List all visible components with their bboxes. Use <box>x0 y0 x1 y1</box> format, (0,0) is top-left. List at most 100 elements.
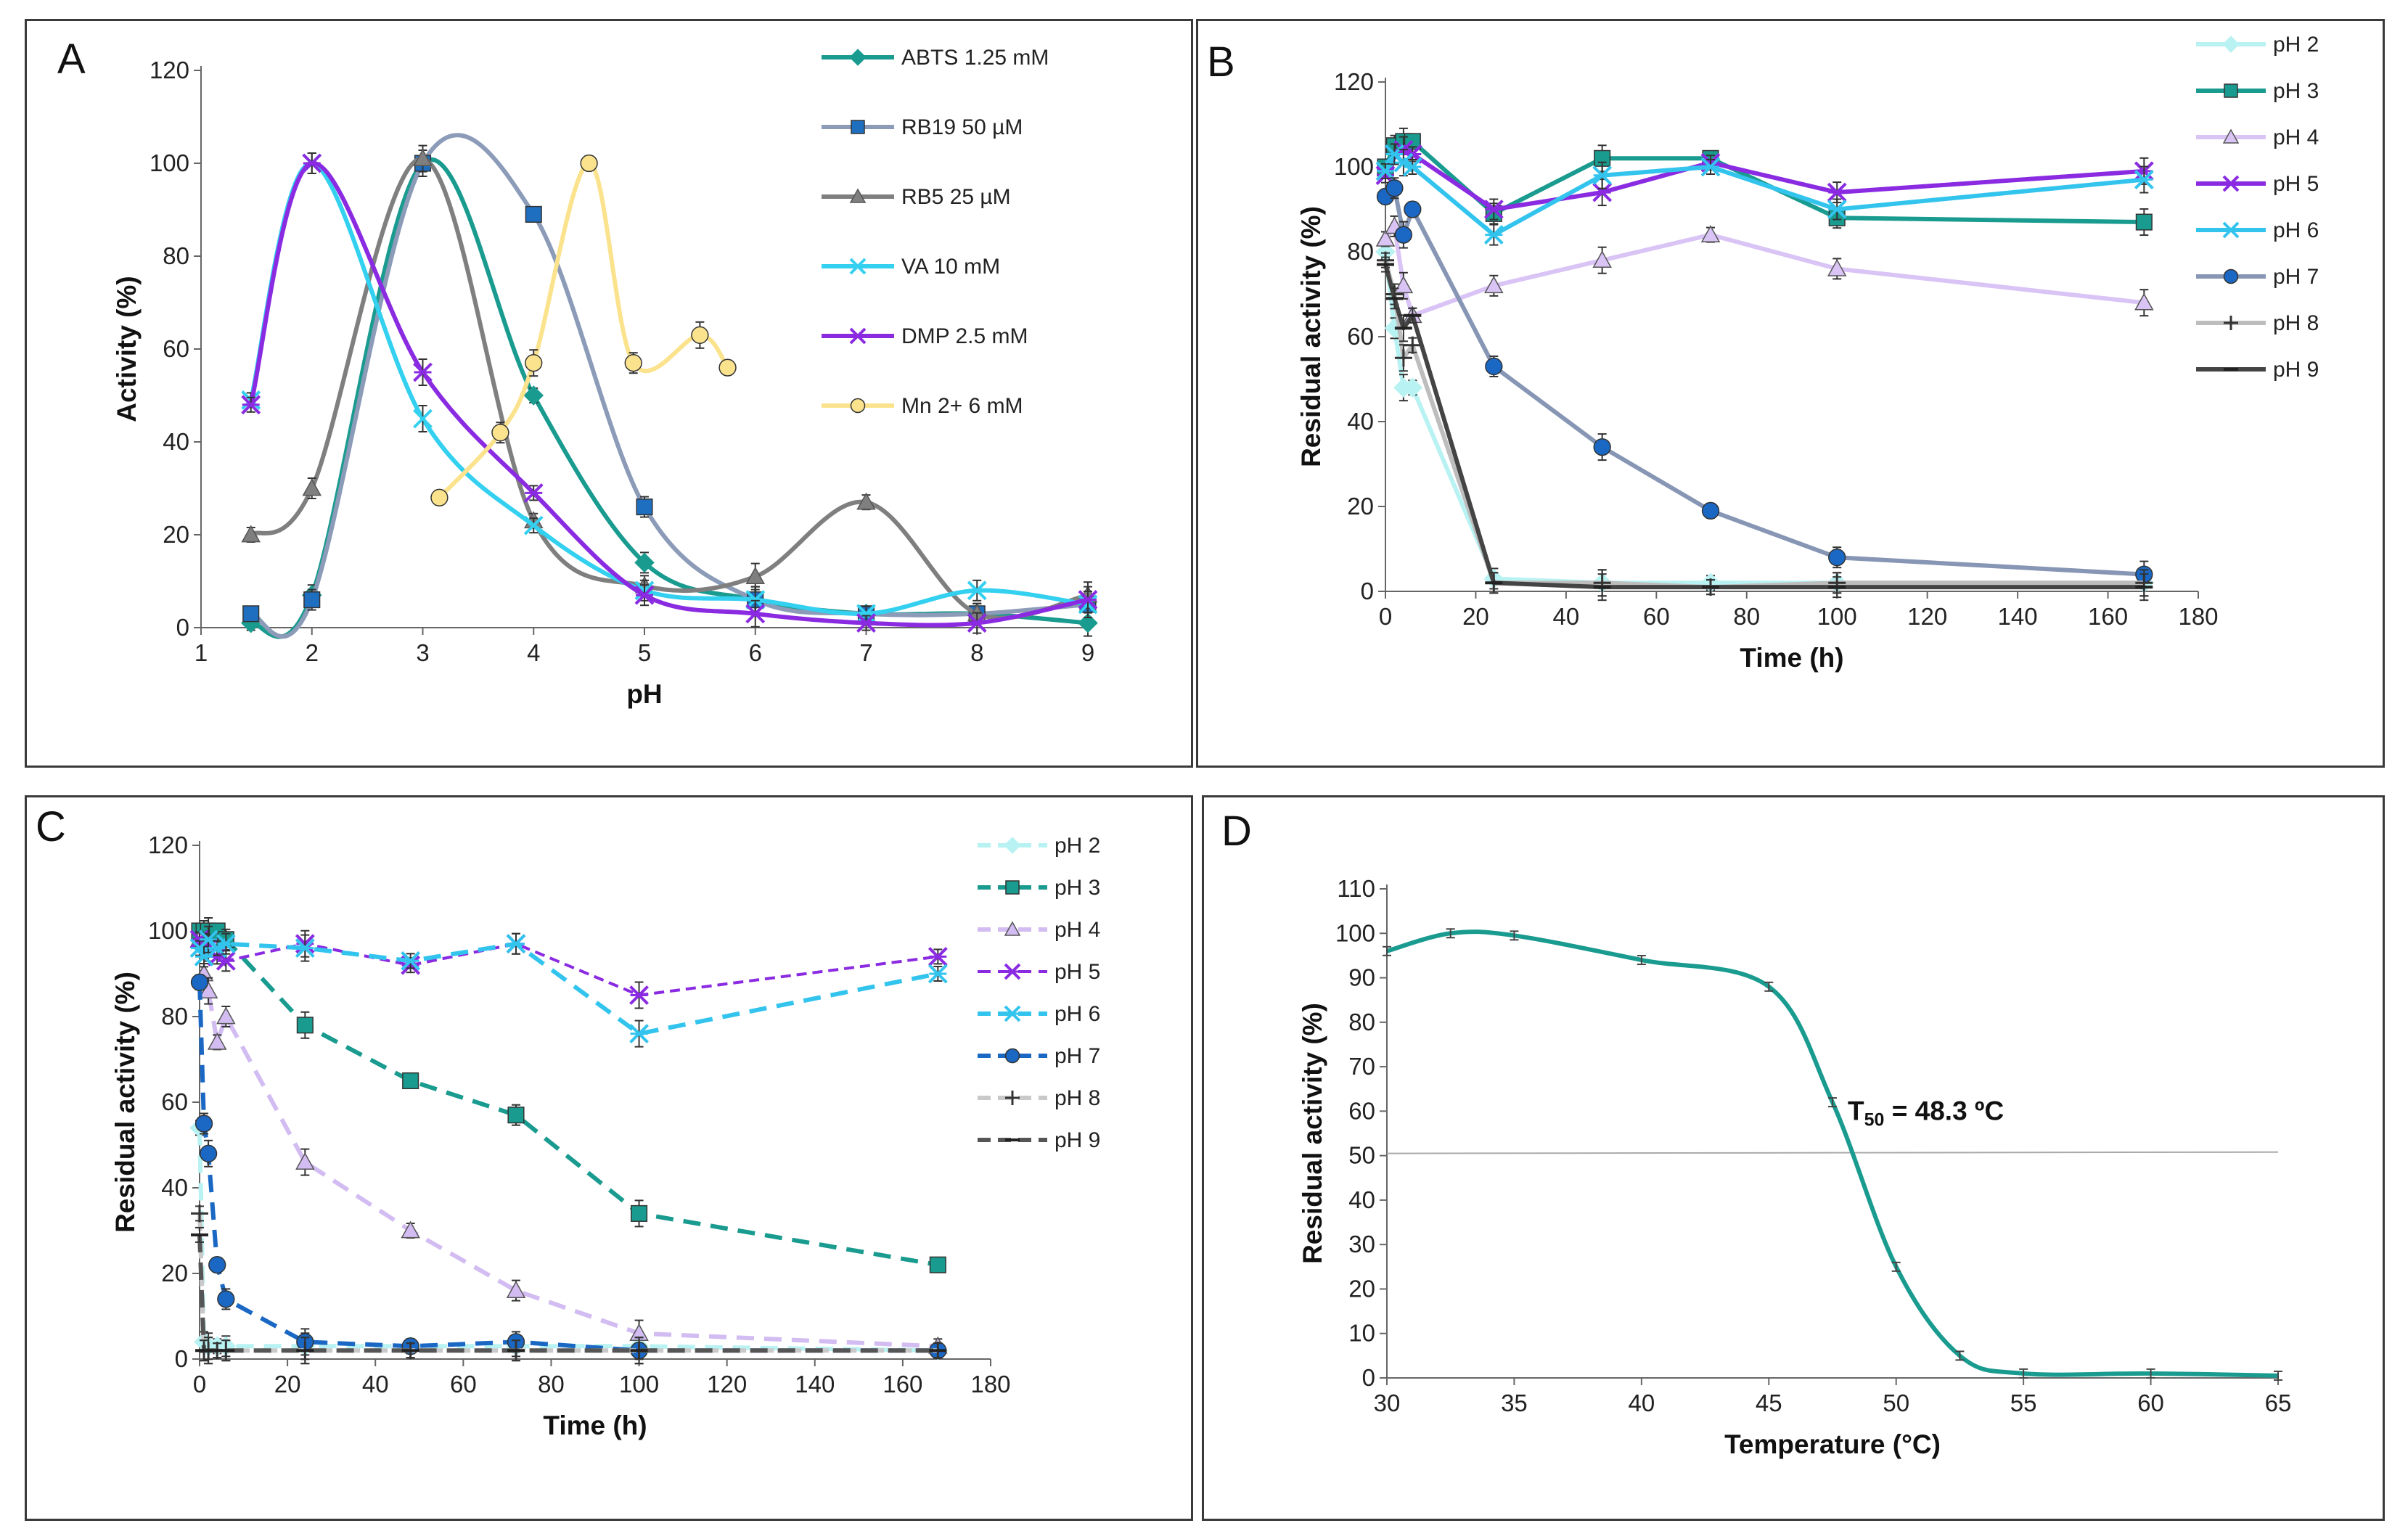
data-point <box>2135 213 2153 231</box>
data-point <box>1404 200 1422 218</box>
annotation-t50: T50 = 48.3 ºC <box>1848 1096 2004 1130</box>
data-point <box>523 483 544 503</box>
y-tick-label: 120 <box>148 832 188 858</box>
x-tick-label: 160 <box>2088 603 2128 630</box>
legend-marker <box>1005 880 1020 895</box>
x-tick-label: 55 <box>2010 1390 2037 1416</box>
y-tick-label: 20 <box>163 521 189 548</box>
x-tick-label: 0 <box>193 1371 206 1398</box>
legend-label: pH 4 <box>1054 918 1100 942</box>
error-bar <box>1510 930 1519 941</box>
y-tick-label: 80 <box>161 1003 188 1030</box>
series-line <box>197 1213 938 1353</box>
error-bar <box>1764 981 1774 992</box>
y-tick-label: 90 <box>1348 964 1375 991</box>
legend-marker <box>1004 963 1021 980</box>
data-point <box>629 985 649 1005</box>
legend-item: pH 5 <box>978 960 1100 984</box>
x-tick-label: 80 <box>538 1371 565 1398</box>
x-tick-label: 4 <box>527 639 540 666</box>
data-point <box>1592 182 1613 202</box>
x-tick-label: 8 <box>970 639 983 666</box>
legend-label: pH 3 <box>1054 876 1100 900</box>
data-point <box>242 605 260 623</box>
series-line <box>197 937 938 1036</box>
data-point <box>402 1072 419 1090</box>
x-tick-label: 120 <box>1907 603 1947 630</box>
x-tick-label: 65 <box>2265 1390 2292 1416</box>
legend-marker <box>849 327 867 345</box>
data-point <box>856 613 876 633</box>
legend-label: DMP 2.5 mM <box>901 324 1028 348</box>
data-point <box>1592 250 1612 268</box>
data-point <box>216 1006 236 1025</box>
legend-label: pH 2 <box>1054 834 1100 858</box>
data-point <box>580 154 598 173</box>
error-bar <box>1446 928 1455 939</box>
data-point <box>207 1032 227 1050</box>
data-point <box>491 424 509 442</box>
legend-item: Mn 2+ 6 mM <box>822 394 1023 418</box>
legend-label: VA 10 mM <box>901 255 1000 279</box>
legend-label: Mn 2+ 6 mM <box>901 394 1023 418</box>
data-point <box>506 1281 526 1298</box>
data-point <box>1394 349 1412 367</box>
x-tick-label: 5 <box>638 639 651 666</box>
legend-label: pH 5 <box>1054 960 1100 984</box>
data-point <box>413 362 433 382</box>
legend-label: pH 9 <box>2273 358 2319 382</box>
y-axis-title: Residual activity (%) <box>110 972 140 1233</box>
x-tick-label: 100 <box>1817 603 1857 630</box>
legend-marker <box>2222 36 2240 53</box>
series-4 <box>1375 143 2154 246</box>
series-line <box>1383 147 2145 212</box>
data-point <box>856 604 876 624</box>
data-point <box>430 488 449 506</box>
series-3 <box>1375 136 2154 221</box>
data-point <box>507 1107 525 1124</box>
x-tick-label: 100 <box>619 1371 659 1398</box>
legend-item: pH 4 <box>2196 126 2319 149</box>
panel-b: B 0 20 40 60 80 100 120 0 20 40 60 80 100 120 140 160 180… <box>1196 19 2385 768</box>
data-point <box>856 492 876 510</box>
data-point <box>1593 438 1611 456</box>
data-point <box>1404 336 1422 354</box>
legend-marker <box>850 398 866 414</box>
x-tick-label: 40 <box>362 1371 389 1398</box>
x-tick-label: 60 <box>1643 603 1670 630</box>
y-tick-label: 0 <box>1362 1364 1375 1391</box>
x-axis-title: Time (h) <box>1740 643 1843 673</box>
x-tick-label: 20 <box>274 1371 301 1398</box>
legend-label: pH 7 <box>1054 1044 1100 1068</box>
data-point <box>1700 225 1721 242</box>
y-tick-label: 80 <box>163 242 189 269</box>
data-point <box>302 153 322 173</box>
y-tick-label: 100 <box>1334 153 1374 180</box>
series-line <box>250 133 1089 639</box>
data-point <box>929 1256 946 1273</box>
x-tick-label: 140 <box>1998 603 2038 630</box>
error-bar <box>1955 1350 1965 1361</box>
x-tick-label: 7 <box>859 639 872 666</box>
series-line <box>248 161 1089 616</box>
x-tick-label: 50 <box>1883 1390 1909 1416</box>
data-point <box>295 1152 315 1170</box>
data-point <box>2134 170 2154 189</box>
data-point <box>523 385 544 406</box>
legend-marker <box>849 188 867 203</box>
panel-d: D 0 10 20 30 40 50 60 70 80 90 100 110 30 35 40 45 50 55 60… <box>1202 795 2385 1521</box>
y-tick-label: 40 <box>161 1174 188 1201</box>
legend-item: pH 2 <box>2196 33 2319 57</box>
data-point <box>525 354 543 372</box>
legend-item: pH 5 <box>2196 172 2319 196</box>
legend-item: pH 3 <box>2196 79 2319 103</box>
x-tick-label: 140 <box>795 1371 835 1398</box>
data-point <box>927 946 948 967</box>
y-tick-label: 60 <box>1347 323 1374 350</box>
legend-item: VA 10 mM <box>822 255 1000 279</box>
legend-item: RB5 25 µM <box>822 185 1011 209</box>
y-tick-label: 100 <box>150 149 189 176</box>
legend-item: pH 9 <box>2196 358 2319 382</box>
series-0 <box>1383 928 2282 1381</box>
legend-item: pH 7 <box>2196 265 2319 289</box>
